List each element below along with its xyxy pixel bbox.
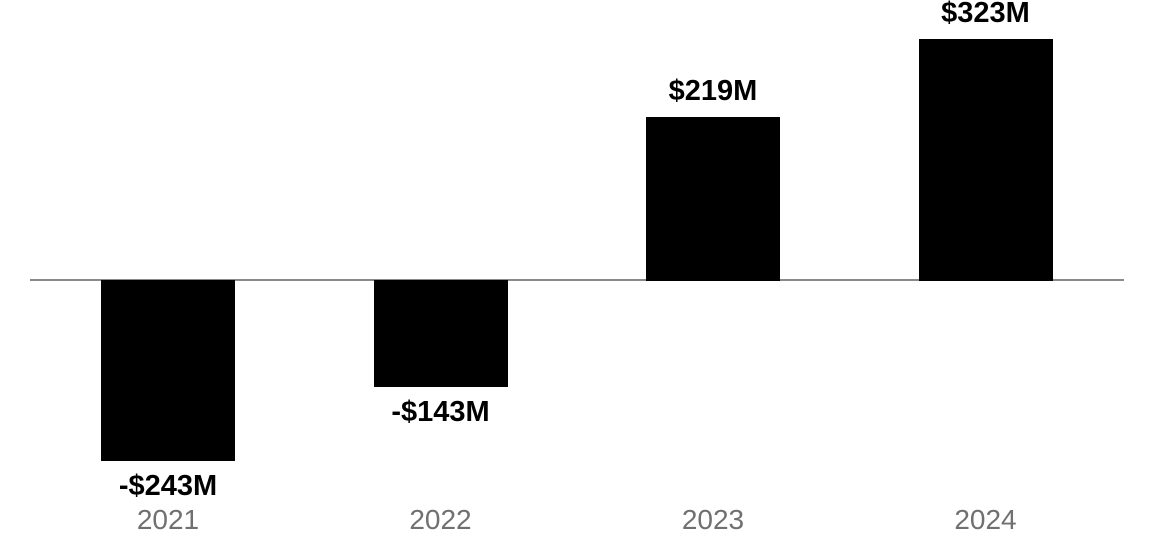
x-axis-label-2021: 2021 <box>136 504 200 535</box>
bar-value-label-2021: -$243M <box>118 470 218 503</box>
bar-value-label-2023: $219M <box>668 74 758 107</box>
x-axis-label-2023: 2023 <box>681 504 745 535</box>
bar-2021 <box>101 280 235 462</box>
x-axis-label-2022: 2022 <box>409 504 472 535</box>
zero-axis-line <box>30 279 1124 281</box>
bar-value-label-2024: $323M <box>941 0 1030 30</box>
bar-2023 <box>646 116 780 281</box>
x-axis-label-2024: 2024 <box>954 504 1017 535</box>
bar-2024 <box>918 39 1053 281</box>
bar-2022 <box>373 280 508 387</box>
bar-value-label-2022: -$143M <box>391 395 490 428</box>
